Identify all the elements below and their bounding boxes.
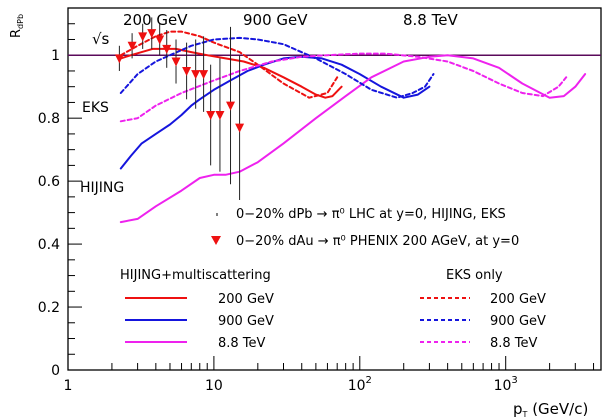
legend-phenix-marker [211, 236, 221, 245]
data-point [171, 57, 181, 67]
y-tick-label: 0.2 [38, 300, 60, 316]
annotation-energy-200: 200 GeV [123, 11, 188, 29]
legend-label-hijing-200: 200 GeV [218, 292, 274, 307]
data-point [206, 111, 216, 121]
annotation-eks: EKS [82, 100, 109, 116]
x-tick-label: 102 [348, 375, 372, 394]
legend-group-hijing: HIJING+multiscattering [120, 268, 271, 283]
series-line-magenta-eks [119, 52, 568, 123]
data-point [215, 111, 225, 121]
x-tick-label: 1 [64, 378, 73, 394]
data-point [226, 101, 236, 111]
x-tick-label: 103 [494, 375, 518, 394]
plot-frame [67, 7, 602, 371]
y-tick-label: 1 [51, 48, 60, 64]
data-point [182, 66, 192, 76]
legend-label-eks-200: 200 GeV [490, 292, 546, 307]
y-tick-label: 0.4 [38, 237, 60, 253]
data-point [199, 70, 209, 80]
data-point [155, 35, 165, 45]
annotation-energy-900: 900 GeV [243, 11, 308, 29]
annotation-hijing: HIJING [80, 180, 124, 196]
legend-entry-lhc: 0−20% dPb → π⁰ LHC at y=0, HIJING, EKS [236, 207, 506, 222]
legend-label-hijing-88: 8.8 TeV [218, 336, 266, 351]
data-point [235, 123, 245, 133]
legend-group-eks: EKS only [446, 268, 503, 283]
y-tick-label: 0.6 [38, 174, 60, 190]
data-points [114, 17, 245, 201]
legend-entry-phenix: 0−20% dAu → π⁰ PHENIX 200 AGeV, at y=0 [236, 234, 519, 249]
y-tick-label: 0.8 [38, 111, 60, 127]
data-point [138, 32, 148, 42]
y-axis-title: RdPb [9, 14, 25, 38]
legend-label-eks-900: 900 GeV [490, 314, 546, 329]
data-point [191, 70, 201, 80]
data-point [162, 44, 172, 54]
data-point [127, 41, 137, 51]
data-point [147, 29, 157, 39]
legend-label-hijing-900: 900 GeV [218, 314, 274, 329]
x-axis-title: pT (GeV/c) [513, 400, 588, 419]
series-line-blue-eks [119, 36, 435, 99]
legend-label-eks-88: 8.8 TeV [490, 336, 538, 351]
curves [119, 30, 587, 224]
series-line-magenta-hijing [119, 54, 587, 224]
x-tick-label: 10 [205, 378, 223, 394]
series-line-blue-hijing [119, 55, 431, 170]
data-point [114, 54, 124, 64]
y-tick-label: 0 [51, 363, 60, 379]
annotation-sqrt-s: √s [92, 30, 110, 48]
annotation-energy-88: 8.8 TeV [403, 11, 458, 29]
